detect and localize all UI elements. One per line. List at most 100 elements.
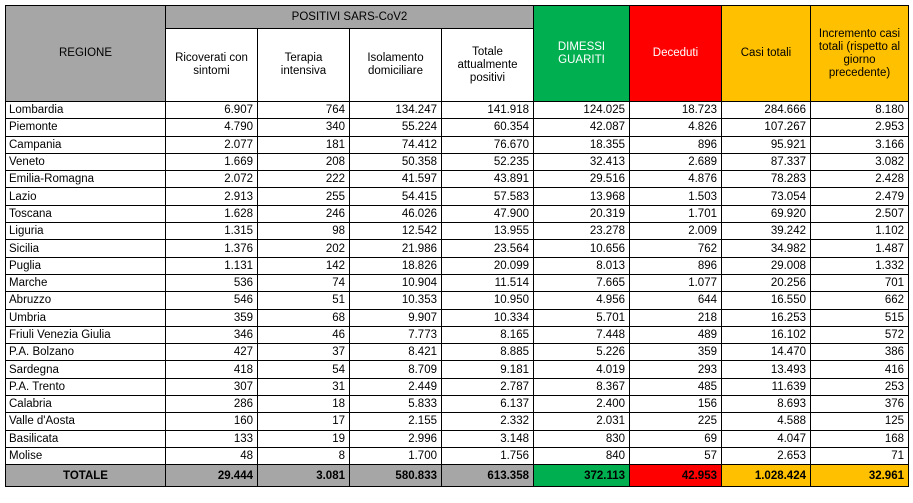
cell-totale: 8.165 [441, 325, 534, 345]
header-terapia-intensiva: Terapia intensiva [257, 28, 350, 102]
cell-ricoverati: 1.628 [165, 204, 258, 224]
cell-totale: 10.334 [441, 308, 534, 327]
cell-incremento: 1.332 [810, 256, 909, 275]
table-row: Valle d'Aosta 160 17 2.155 2.332 2.031 225 4.58… [5, 412, 909, 431]
table-row: Marche 536 74 10.904 11.514 7.665 1.077 20.256 7… [5, 273, 909, 293]
region-name-cell: Friuli Venezia Giulia [5, 325, 166, 345]
table-row: Toscana 1.628 246 46.026 47.900 20.319 1.701 69… [5, 204, 909, 224]
cell-deceduti: 225 [629, 412, 722, 431]
region-name-cell: Lazio [5, 187, 166, 206]
cell-terapia: 764 [257, 100, 350, 120]
region-name-cell: Sardegna [5, 360, 166, 379]
cell-dimessi: 4.956 [533, 291, 630, 310]
cell-terapia: 222 [257, 170, 350, 189]
cell-isolamento: 55.224 [349, 118, 442, 137]
cell-terapia: 255 [257, 187, 350, 206]
header-isolamento: Isolamento domiciliare [349, 28, 442, 102]
cell-totale: 43.891 [441, 170, 534, 189]
table-row: Emilia-Romagna 2.072 222 41.597 43.891 29.516… [5, 170, 909, 189]
cell-dimessi: 8.013 [533, 256, 630, 275]
cell-incremento: 2.953 [810, 118, 909, 137]
cell-totale: 1.756 [441, 446, 534, 466]
cell-totale: 3.148 [441, 429, 534, 448]
cell-deceduti: 644 [629, 291, 722, 310]
cell-dimessi: 2.031 [533, 412, 630, 431]
table-row: Calabria 286 18 5.833 6.137 2.400 156 8.693 376 [5, 395, 909, 414]
cell-isolamento: 2.449 [349, 377, 442, 397]
cell-ricoverati: 2.072 [165, 170, 258, 189]
cell-incremento: 572 [810, 325, 909, 345]
cell-deceduti: 2.009 [629, 222, 722, 241]
table-row: Friuli Venezia Giulia 346 46 7.773 8.165 7.44… [5, 325, 909, 345]
cell-dimessi: 830 [533, 429, 630, 448]
cell-casi: 284.666 [721, 100, 811, 120]
cell-ricoverati: 427 [165, 343, 258, 362]
cell-totale: 47.900 [441, 204, 534, 224]
table-row: Sicilia 1.376 202 21.986 23.564 10.656 762 34.9… [5, 239, 909, 258]
cell-terapia: 18 [257, 395, 350, 414]
cell-totale: 11.514 [441, 273, 534, 293]
cell-ricoverati: 133 [165, 429, 258, 448]
cell-casi: 78.283 [721, 170, 811, 189]
table-header: REGIONE POSITIVI SARS-CoV2 DIMESSI GUARI… [5, 5, 909, 102]
cell-totale: 2.332 [441, 412, 534, 431]
cell-deceduti: 1.503 [629, 187, 722, 206]
cell-totale: 6.137 [441, 395, 534, 414]
cell-isolamento: 9.907 [349, 308, 442, 327]
table-row: Molise 48 8 1.700 1.756 840 57 2.653 71 [5, 446, 909, 466]
table-row: Lazio 2.913 255 54.415 57.583 13.968 1.503 73.0… [5, 187, 909, 206]
cell-isolamento: 74.412 [349, 135, 442, 154]
cell-terapia: 142 [257, 256, 350, 275]
region-name-cell: Valle d'Aosta [5, 412, 166, 431]
cell-deceduti: 1.701 [629, 204, 722, 224]
cell-totale: 10.950 [441, 291, 534, 310]
cell-terapia: 8 [257, 446, 350, 466]
cell-casi: 16.253 [721, 308, 811, 327]
cell-dimessi: 840 [533, 446, 630, 466]
totale-ricoverati: 29.444 [165, 464, 258, 488]
cell-terapia: 246 [257, 204, 350, 224]
region-name-cell: Veneto [5, 152, 166, 172]
cell-deceduti: 69 [629, 429, 722, 448]
cell-incremento: 515 [810, 308, 909, 327]
cell-totale: 52.235 [441, 152, 534, 172]
cell-dimessi: 32.413 [533, 152, 630, 172]
cell-ricoverati: 307 [165, 377, 258, 397]
cell-deceduti: 218 [629, 308, 722, 327]
cell-casi: 69.920 [721, 204, 811, 224]
table-row: Piemonte 4.790 340 55.224 60.354 42.087 4.826 1… [5, 118, 909, 137]
cell-casi: 11.639 [721, 377, 811, 397]
cell-terapia: 68 [257, 308, 350, 327]
cell-ricoverati: 536 [165, 273, 258, 293]
cell-isolamento: 41.597 [349, 170, 442, 189]
totale-row: TOTALE 29.444 3.081 580.833 613.358 372.… [5, 464, 909, 488]
cell-isolamento: 46.026 [349, 204, 442, 224]
cell-dimessi: 7.665 [533, 273, 630, 293]
totale-positivi: 613.358 [441, 464, 534, 488]
header-positivi: POSITIVI SARS-CoV2 [165, 5, 534, 29]
cell-incremento: 253 [810, 377, 909, 397]
cell-isolamento: 54.415 [349, 187, 442, 206]
table-row: Liguria 1.315 98 12.542 13.955 23.278 2.009 39.… [5, 222, 909, 241]
header-totale-positivi: Totale attualmente positivi [441, 28, 534, 102]
table-body: Lombardia 6.907 764 134.247 141.918 124.025 18… [5, 100, 909, 466]
region-name-cell: Sicilia [5, 239, 166, 258]
region-name-cell: Liguria [5, 222, 166, 241]
cell-ricoverati: 1.315 [165, 222, 258, 241]
region-name-cell: Marche [5, 273, 166, 293]
cell-deceduti: 896 [629, 135, 722, 154]
cell-deceduti: 4.876 [629, 170, 722, 189]
cell-incremento: 386 [810, 343, 909, 362]
cell-casi: 16.102 [721, 325, 811, 345]
header-deceduti: Deceduti [629, 5, 722, 102]
table-row: P.A. Bolzano 427 37 8.421 8.885 5.226 359 14.47… [5, 343, 909, 362]
cell-casi: 73.054 [721, 187, 811, 206]
totale-isolamento: 580.833 [349, 464, 442, 488]
region-name-cell: Molise [5, 446, 166, 466]
cell-ricoverati: 2.077 [165, 135, 258, 154]
cell-totale: 60.354 [441, 118, 534, 137]
cell-dimessi: 124.025 [533, 100, 630, 120]
cell-casi: 4.047 [721, 429, 811, 448]
region-name-cell: Umbria [5, 308, 166, 327]
